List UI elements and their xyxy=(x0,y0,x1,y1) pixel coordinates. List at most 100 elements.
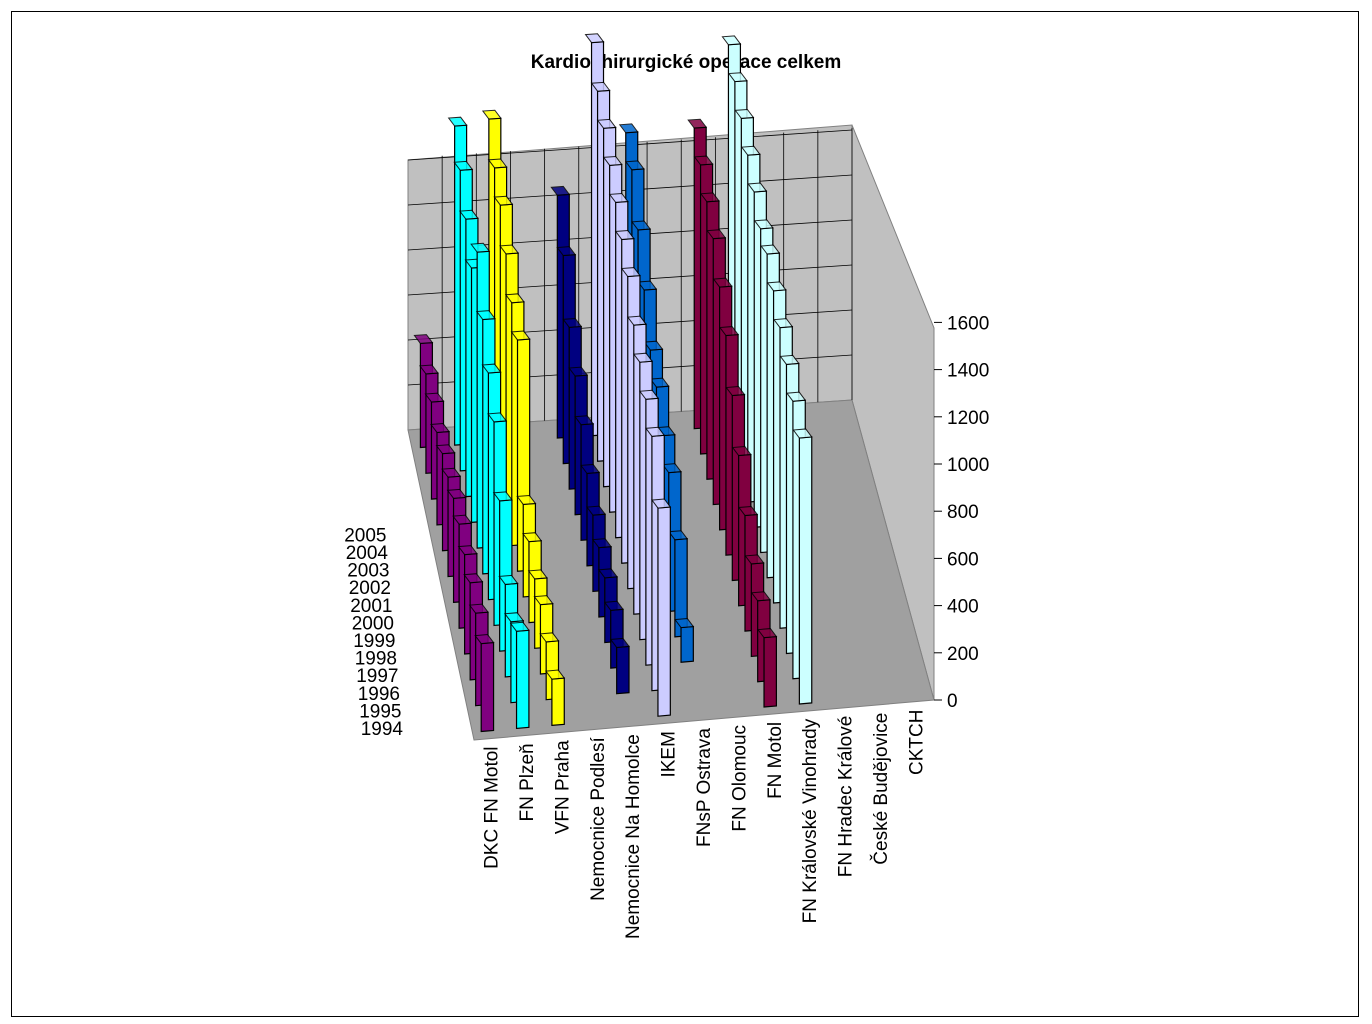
y-tick-label: 0 xyxy=(947,691,958,712)
bar-top xyxy=(718,326,740,337)
bar-top xyxy=(481,363,502,374)
bar-top xyxy=(574,415,595,426)
bar-top xyxy=(687,118,708,129)
chart-title: Kardiochirurgické operace celkem xyxy=(530,52,842,73)
bar-top xyxy=(651,498,672,509)
depth-label: 2000 xyxy=(352,613,394,634)
bar-top xyxy=(608,192,629,203)
bar-top xyxy=(792,428,813,439)
bar-top xyxy=(453,160,474,171)
bar-top xyxy=(626,315,647,326)
bar-top xyxy=(516,494,537,505)
depth-label: 1995 xyxy=(359,701,401,722)
bar-top xyxy=(585,505,607,516)
bar-top xyxy=(766,281,787,292)
y-tick-label: 1400 xyxy=(947,361,989,382)
bar-top xyxy=(457,545,478,556)
bar-top xyxy=(620,267,641,278)
bar-top xyxy=(533,595,554,606)
bar xyxy=(763,635,777,708)
depth-label: 1998 xyxy=(355,649,397,670)
y-tick-label: 200 xyxy=(947,644,979,665)
bar-top xyxy=(609,637,630,648)
bar-top xyxy=(603,600,624,611)
category-label: FN Motol xyxy=(765,722,786,799)
bar xyxy=(657,506,671,717)
bar-top xyxy=(760,244,781,255)
bar-top xyxy=(493,195,514,206)
bar-top xyxy=(632,352,654,363)
bar-top xyxy=(435,444,456,455)
y-tick-label: 800 xyxy=(947,502,979,523)
bar-top xyxy=(706,229,727,240)
bar-top xyxy=(418,364,439,375)
bar-top xyxy=(424,392,445,403)
bar-top xyxy=(631,220,652,231)
bar-top xyxy=(481,109,502,120)
bar-top xyxy=(738,505,759,517)
bar-top xyxy=(487,158,508,169)
bar-top xyxy=(727,72,748,83)
bar-top xyxy=(699,192,720,203)
bar xyxy=(798,436,813,705)
category-label: České Budějovice xyxy=(870,713,892,865)
bar-top xyxy=(504,293,525,304)
bar-top xyxy=(734,108,755,119)
bar xyxy=(480,641,495,733)
bar-top xyxy=(744,554,765,565)
bar-top xyxy=(452,514,473,525)
bar-top xyxy=(590,81,611,92)
y-tick-label: 600 xyxy=(947,549,979,570)
depth-label: 1996 xyxy=(358,684,400,705)
bar-top xyxy=(731,445,752,457)
bar-top xyxy=(725,386,746,397)
bar-top xyxy=(638,389,660,400)
bar-top xyxy=(618,123,639,134)
bar-top xyxy=(474,634,495,645)
bar-top xyxy=(753,219,774,230)
y-tick-label: 1600 xyxy=(947,313,989,334)
bar-top xyxy=(721,35,742,46)
bar-top xyxy=(413,334,434,344)
bar-top xyxy=(492,491,513,502)
bar-top xyxy=(562,317,583,328)
bar-top xyxy=(597,568,619,579)
depth-label: 2002 xyxy=(349,578,391,599)
category-label: FNsP Ostrava xyxy=(694,728,715,847)
bar-top xyxy=(430,423,451,433)
bar-top xyxy=(509,621,530,632)
depth-label: 2003 xyxy=(347,561,389,582)
bar-top xyxy=(487,412,508,423)
category-label: IKEM xyxy=(659,731,680,777)
depth-label: 1999 xyxy=(353,631,395,652)
bar-top xyxy=(510,330,531,341)
category-label: FN Královské Vinohrady xyxy=(800,718,821,923)
y-tick-label: 400 xyxy=(947,597,979,618)
category-label: FN Olomouc xyxy=(729,725,750,832)
bar xyxy=(680,625,694,663)
bar-top xyxy=(591,538,613,549)
bar-top xyxy=(463,573,484,584)
category-label: FN Hradec Králové xyxy=(836,716,857,878)
bar xyxy=(515,629,530,730)
bar-top xyxy=(757,628,778,639)
bar-top xyxy=(750,591,771,602)
category-label: Nemocnice Na Homolce xyxy=(623,734,644,939)
bar-top xyxy=(580,463,601,474)
bar-top xyxy=(498,574,519,585)
bar-top xyxy=(779,354,800,365)
bar-top xyxy=(747,182,768,193)
bar-top xyxy=(441,467,462,478)
category-label: DKC FN Motol xyxy=(482,746,503,868)
y-tick-label: 1000 xyxy=(947,455,989,476)
bar-top xyxy=(470,242,491,253)
bar-top xyxy=(446,488,467,499)
category-label: Nemocnice Podlesí xyxy=(588,737,609,901)
bar-top xyxy=(584,33,605,44)
bar-top xyxy=(539,632,560,643)
bar-top xyxy=(773,318,794,329)
depth-label: 2004 xyxy=(346,543,389,564)
depth-label: 1997 xyxy=(356,666,398,687)
bar-top xyxy=(624,160,645,171)
category-label: FN Plzeň xyxy=(517,743,538,821)
